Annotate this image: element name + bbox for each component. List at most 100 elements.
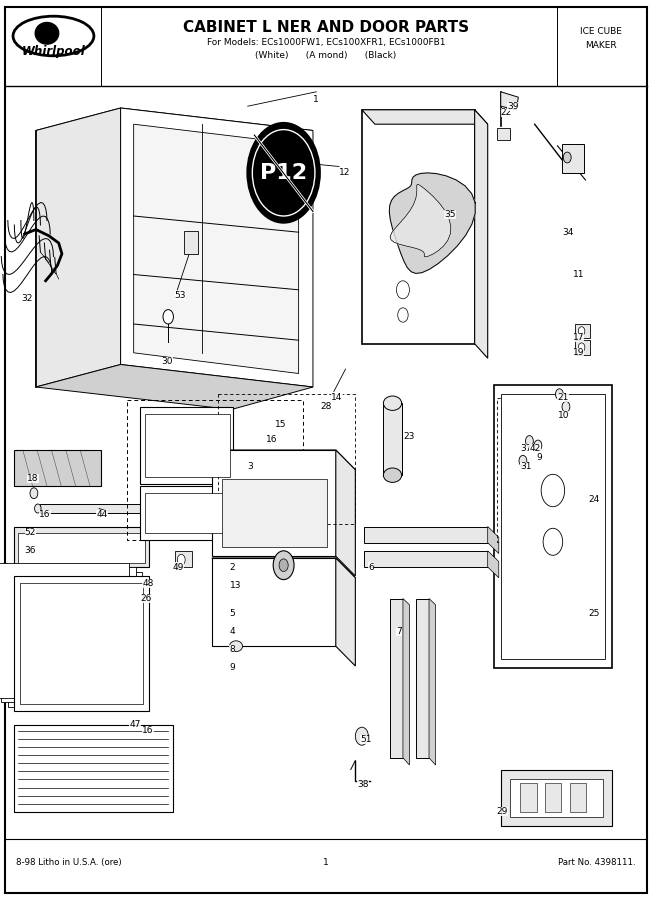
Text: 35: 35: [445, 210, 456, 219]
Text: CABINET L NER AND DOOR PARTS: CABINET L NER AND DOOR PARTS: [183, 20, 469, 34]
Text: 47: 47: [129, 720, 140, 729]
Polygon shape: [212, 450, 336, 556]
Text: 16: 16: [39, 510, 51, 519]
Polygon shape: [575, 324, 590, 338]
Polygon shape: [570, 783, 586, 812]
Polygon shape: [14, 576, 149, 711]
Polygon shape: [36, 108, 121, 387]
Polygon shape: [362, 110, 475, 344]
Circle shape: [279, 559, 288, 572]
Text: 53: 53: [175, 291, 186, 300]
Text: 52: 52: [25, 528, 36, 537]
Text: Whirlpool: Whirlpool: [22, 45, 85, 58]
Circle shape: [526, 436, 533, 446]
Text: 16: 16: [142, 726, 154, 735]
Circle shape: [519, 455, 527, 466]
Polygon shape: [497, 128, 510, 140]
Polygon shape: [545, 783, 561, 812]
Circle shape: [556, 389, 563, 400]
Polygon shape: [520, 783, 537, 812]
Text: For Models: ECs1000FW1, ECs100XFR1, ECs1000FB1: For Models: ECs1000FW1, ECs100XFR1, ECs1…: [207, 38, 445, 47]
Polygon shape: [494, 385, 612, 668]
Polygon shape: [501, 394, 605, 659]
Text: P12: P12: [260, 163, 307, 183]
Text: 13: 13: [230, 580, 241, 590]
Circle shape: [248, 123, 319, 222]
Circle shape: [177, 554, 185, 565]
Polygon shape: [510, 778, 603, 817]
Circle shape: [273, 551, 294, 580]
Polygon shape: [575, 340, 590, 355]
Text: 36: 36: [25, 546, 37, 555]
Text: 14: 14: [331, 393, 342, 402]
Polygon shape: [222, 479, 327, 547]
Text: 39: 39: [507, 102, 519, 111]
Polygon shape: [389, 173, 475, 274]
Text: 21: 21: [557, 393, 569, 402]
Text: 12: 12: [339, 168, 350, 177]
Circle shape: [534, 440, 542, 451]
Text: 42: 42: [529, 444, 541, 453]
Polygon shape: [140, 407, 233, 484]
Polygon shape: [20, 583, 143, 704]
Text: 34: 34: [562, 228, 573, 237]
Text: 29: 29: [497, 807, 508, 816]
Ellipse shape: [35, 22, 59, 44]
Polygon shape: [336, 450, 355, 576]
Polygon shape: [36, 108, 313, 153]
Polygon shape: [390, 184, 451, 256]
Circle shape: [543, 528, 563, 555]
Circle shape: [35, 504, 41, 513]
Polygon shape: [364, 526, 488, 543]
Polygon shape: [336, 558, 355, 666]
Polygon shape: [14, 526, 149, 567]
Text: 30: 30: [162, 357, 173, 366]
Text: 25: 25: [588, 609, 599, 618]
Polygon shape: [145, 414, 230, 477]
Bar: [383, 403, 402, 475]
Polygon shape: [562, 144, 584, 173]
Circle shape: [252, 130, 315, 216]
Text: ICE CUBE: ICE CUBE: [580, 27, 622, 36]
Text: 28: 28: [321, 402, 332, 411]
Text: Part No. 4398111.: Part No. 4398111.: [558, 858, 636, 867]
Polygon shape: [212, 558, 355, 578]
Text: 51: 51: [360, 735, 372, 744]
Circle shape: [398, 308, 408, 322]
Polygon shape: [14, 450, 101, 486]
Polygon shape: [390, 598, 403, 758]
Text: (White)      (A mond)      (Black): (White) (A mond) (Black): [256, 51, 396, 60]
Text: 24: 24: [588, 495, 599, 504]
Ellipse shape: [230, 641, 243, 652]
Text: 9: 9: [230, 663, 235, 672]
Text: 7: 7: [396, 627, 402, 636]
Text: 5: 5: [230, 609, 235, 618]
Text: 22: 22: [501, 108, 512, 117]
Polygon shape: [134, 124, 299, 374]
Circle shape: [355, 727, 368, 745]
Circle shape: [541, 474, 565, 507]
Text: 19: 19: [572, 348, 584, 357]
Text: 1: 1: [323, 858, 329, 867]
Polygon shape: [501, 92, 518, 110]
Polygon shape: [212, 450, 355, 470]
Polygon shape: [488, 551, 499, 578]
Text: 17: 17: [572, 333, 584, 342]
Circle shape: [30, 488, 38, 499]
Circle shape: [578, 327, 585, 336]
Circle shape: [578, 343, 585, 352]
Polygon shape: [14, 724, 173, 812]
Text: 4: 4: [230, 627, 235, 636]
Polygon shape: [8, 572, 142, 706]
Text: 3: 3: [248, 462, 254, 471]
Text: 44: 44: [96, 510, 108, 519]
Circle shape: [163, 310, 173, 324]
Text: MAKER: MAKER: [585, 40, 617, 50]
Polygon shape: [416, 598, 429, 758]
Polygon shape: [140, 486, 233, 540]
Circle shape: [562, 401, 570, 412]
Text: 1: 1: [314, 94, 319, 104]
Polygon shape: [475, 110, 488, 358]
Text: 37: 37: [520, 444, 532, 453]
Circle shape: [563, 152, 571, 163]
